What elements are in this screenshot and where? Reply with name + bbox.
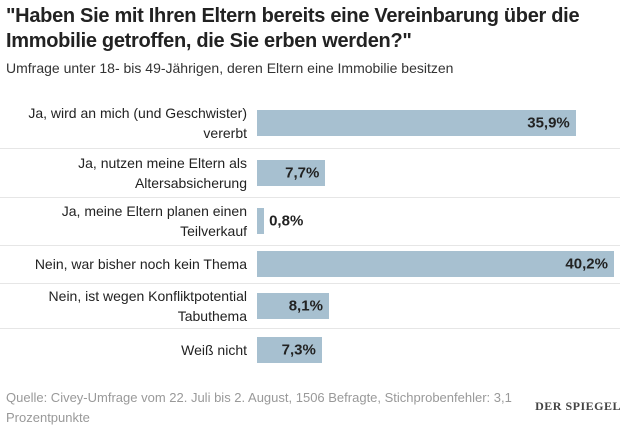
category-label: Nein, war bisher noch kein Thema — [34, 256, 247, 272]
chart-subtitle: Umfrage unter 18- bis 49-Jährigen, deren… — [6, 60, 454, 76]
value-label: 40,2% — [565, 255, 608, 273]
row-separator — [0, 283, 620, 284]
bar — [257, 208, 265, 234]
value-label: 0,8% — [269, 212, 304, 230]
category-label: Weiß nicht — [181, 342, 247, 358]
category-label: Ja, meine Eltern planen einen Teilverkau… — [61, 203, 247, 239]
bar — [257, 110, 576, 136]
bar — [257, 160, 326, 186]
value-label: 7,3% — [281, 341, 316, 359]
brand-logo: DER SPIEGEL — [535, 399, 621, 413]
row-separator — [0, 245, 620, 246]
value-label: 35,9% — [527, 114, 570, 132]
value-label: 8,1% — [288, 297, 323, 315]
bar — [257, 293, 329, 319]
row-separator — [0, 148, 620, 149]
row-separator — [0, 197, 620, 198]
row-separator — [0, 328, 620, 329]
category-label: Ja, wird an mich (und Geschwister) verer… — [28, 105, 247, 141]
value-label: 7,7% — [285, 164, 320, 182]
source-note: Quelle: Civey-Umfrage vom 22. Juli bis 2… — [6, 390, 512, 425]
bar — [257, 337, 322, 363]
bar — [257, 251, 614, 277]
chart-title: "Haben Sie mit Ihren Eltern bereits eine… — [6, 5, 580, 52]
category-label: Nein, ist wegen Konfliktpotential Tabuth… — [48, 288, 247, 324]
category-label: Ja, nutzen meine Eltern als Altersabsich… — [78, 155, 247, 191]
